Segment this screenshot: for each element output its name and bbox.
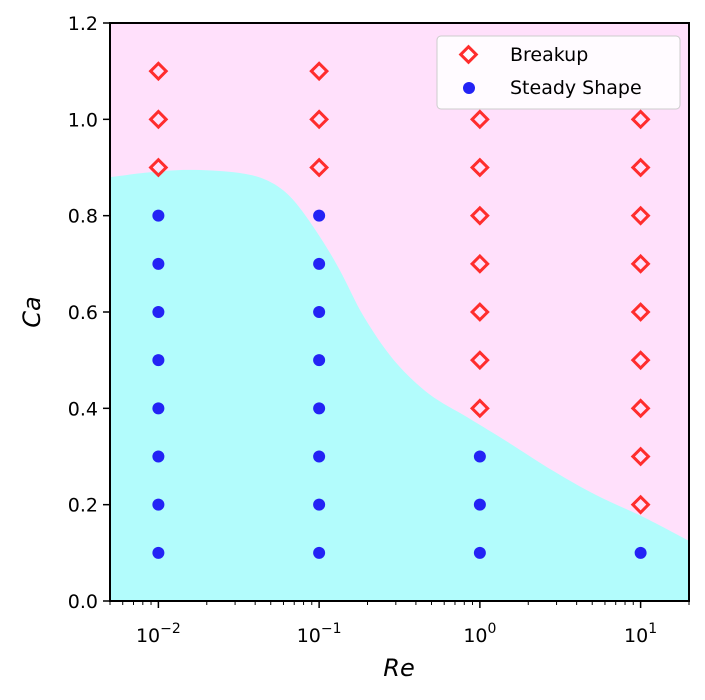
steady-shape-point — [152, 209, 165, 222]
breakup-point — [630, 302, 651, 322]
y-tick-label: 0.4 — [68, 398, 98, 420]
breakup-point — [630, 109, 651, 130]
steady-shape-point — [313, 354, 326, 367]
y-tick-label: 0.2 — [68, 495, 98, 517]
steady-shape-point — [152, 257, 165, 270]
breakup-point — [469, 157, 490, 178]
breakup-point — [309, 157, 330, 178]
steady-shape-point — [313, 402, 326, 415]
breakup-point — [148, 157, 169, 178]
steady-shape-point — [152, 450, 165, 463]
y-tick-label: 0.6 — [68, 302, 98, 324]
legend-steady-marker — [463, 82, 475, 94]
steady-shape-point — [152, 354, 165, 367]
y-tick-label: 0.0 — [68, 591, 98, 613]
x-tick-label: 10−2 — [136, 621, 181, 647]
breakup-point — [469, 109, 490, 130]
breakup-point — [630, 350, 651, 371]
breakup-point — [630, 494, 651, 515]
y-axis: 0.0 0.2 0.4 0.6 0.8 1.0 1.2 — [68, 13, 110, 613]
steady-shape-point — [473, 498, 486, 511]
breakup-point — [630, 253, 651, 274]
breakup-point — [630, 205, 651, 226]
steady-shape-point — [313, 498, 326, 511]
x-tick-label: 10−1 — [297, 621, 342, 647]
steady-shape-point — [473, 450, 486, 463]
x-axis: 10−2 10−1 100 101 — [109, 601, 690, 647]
breakup-point — [469, 398, 490, 419]
breakup-point — [309, 109, 330, 130]
breakup-point — [469, 205, 490, 226]
steady-shape-point — [152, 306, 165, 318]
y-tick-label: 1.0 — [68, 109, 98, 131]
steady-shape-point — [152, 546, 165, 559]
x-axis-label: Re — [383, 654, 414, 682]
y-tick-label: 0.8 — [68, 206, 98, 228]
legend: Breakup Steady Shape — [436, 35, 681, 110]
steady-shape-point — [313, 546, 326, 559]
steady-shape-point — [152, 402, 165, 415]
breakup-point — [630, 398, 651, 419]
steady-shape-point — [313, 450, 326, 463]
steady-region — [110, 169, 689, 601]
markers-layer — [148, 61, 651, 559]
breakup-point — [630, 157, 651, 178]
breakup-point — [148, 61, 169, 82]
breakup-point — [469, 350, 490, 371]
x-tick-label: 101 — [624, 621, 657, 647]
breakup-point — [469, 302, 490, 322]
breakup-point — [148, 109, 169, 130]
y-axis-label: Ca — [18, 296, 46, 327]
breakup-point — [469, 253, 490, 274]
y-tick-label: 1.2 — [68, 13, 98, 35]
x-tick-label: 100 — [463, 621, 496, 647]
regions-layer — [110, 23, 689, 601]
breakup-point — [309, 61, 330, 82]
legend-box — [436, 35, 681, 110]
steady-shape-point — [313, 209, 326, 222]
breakup-point — [630, 446, 651, 467]
legend-breakup-marker — [458, 44, 479, 65]
legend-steady-label: Steady Shape — [510, 77, 642, 99]
steady-shape-point — [152, 498, 165, 511]
steady-shape-point — [473, 546, 486, 559]
legend-breakup-label: Breakup — [510, 44, 588, 66]
steady-shape-point — [634, 546, 647, 559]
steady-shape-point — [313, 257, 326, 270]
steady-shape-point — [313, 306, 326, 318]
